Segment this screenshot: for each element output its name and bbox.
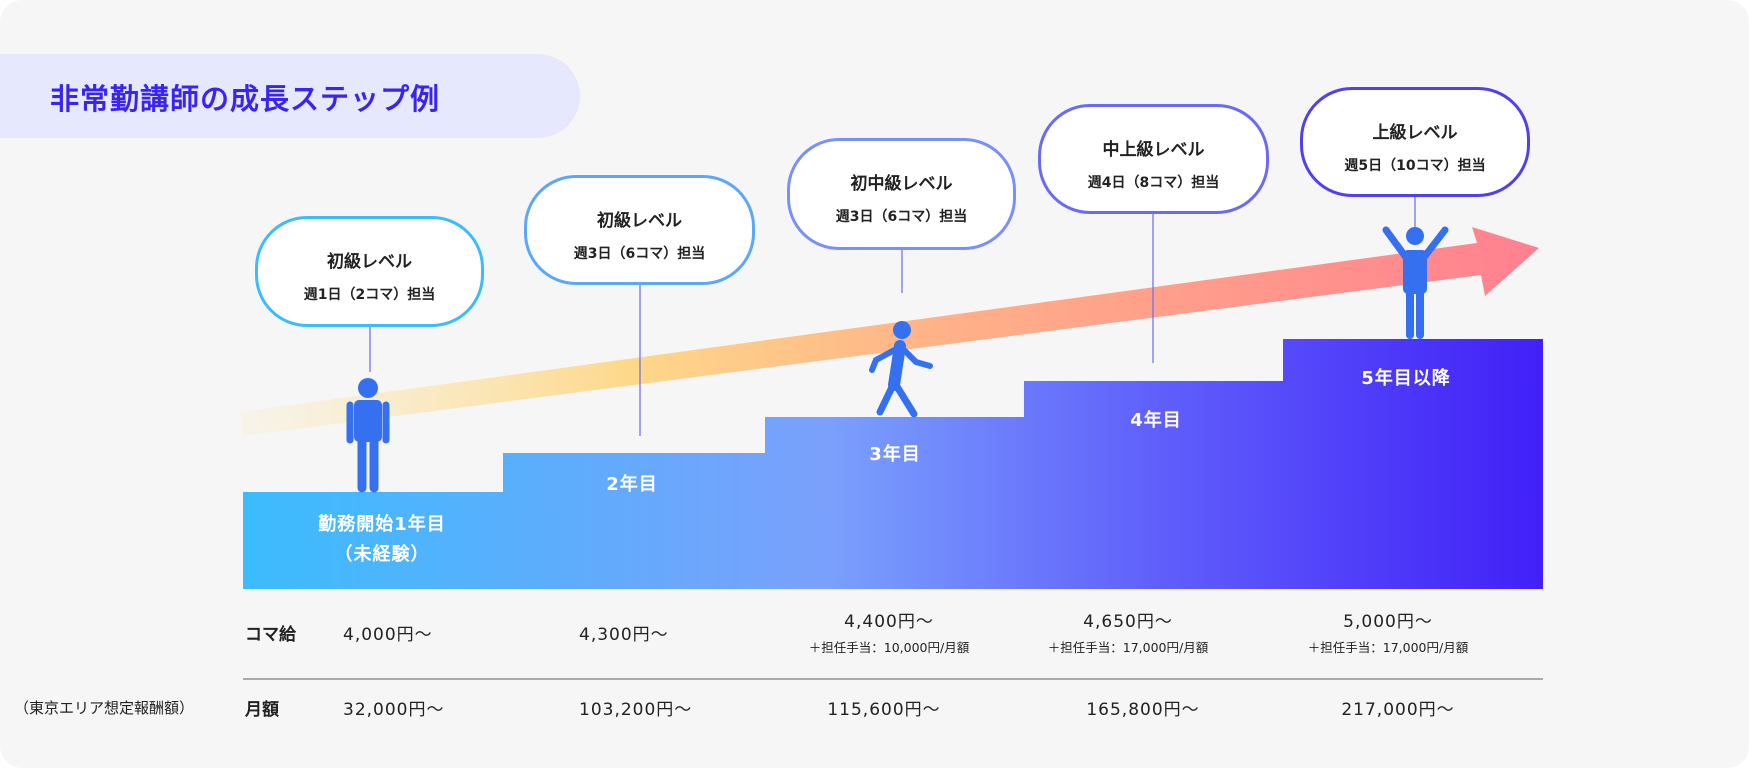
level-name: 上級レベル [1372, 123, 1458, 143]
level-bubble-1: 初級レベル 週1日（2コマ）担当 [255, 216, 484, 327]
step-year: 勤務開始1年目 [318, 514, 446, 535]
page-title: 非常勤講師の成長ステップ例 [50, 82, 441, 116]
level-days: 週3日（6コマ）担当 [573, 246, 706, 262]
monthly-2: 103,200円〜 [579, 700, 693, 720]
step-label-5: 5年目以降 [1361, 368, 1451, 389]
level-bubble-5: 上級レベル 週5日（10コマ）担当 [1300, 87, 1530, 197]
level-name: 初級レベル [597, 211, 682, 231]
step-label-1: 勤務開始1年目 （未経験） [318, 510, 446, 570]
level-days: 週4日（8コマ）担当 [1087, 175, 1220, 191]
monthly-1: 32,000円〜 [343, 700, 445, 720]
monthly-3: 115,600円〜 [827, 700, 941, 720]
walking-person-icon [869, 321, 933, 418]
monthly-5: 217,000円〜 [1341, 700, 1455, 720]
growth-arrow-icon [240, 227, 1539, 436]
level-bubble-4: 中上級レベル 週4日（8コマ）担当 [1038, 104, 1269, 214]
allowance-3: ＋担任手当：10,000円/月額 [808, 640, 970, 655]
monthly-label: 月額 [245, 700, 279, 720]
title-banner: 非常勤講師の成長ステップ例 [0, 54, 580, 138]
koma-pay-2: 4,300円〜 [579, 625, 669, 645]
step-label-2: 2年目 [606, 474, 658, 495]
level-name: 初級レベル [327, 252, 412, 272]
allowance-5: ＋担任手当：17,000円/月額 [1307, 640, 1469, 655]
koma-pay-5: 5,000円〜 [1343, 612, 1433, 632]
level-days: 週5日（10コマ）担当 [1344, 158, 1486, 174]
step-label-3: 3年目 [869, 444, 921, 465]
allowance-4: ＋担任手当：17,000円/月額 [1047, 640, 1209, 655]
level-bubble-2: 初級レベル 週3日（6コマ）担当 [524, 175, 755, 285]
koma-pay-3: 4,400円〜 [844, 612, 934, 632]
level-days: 週3日（6コマ）担当 [835, 209, 968, 225]
step-note: （未経験） [334, 544, 430, 565]
level-bubble-3: 初中級レベル 週3日（6コマ）担当 [787, 138, 1016, 250]
step-label-4: 4年目 [1130, 410, 1182, 431]
standing-person-icon [346, 378, 390, 493]
career-steps [243, 339, 1543, 589]
table-divider [243, 678, 1543, 680]
koma-pay-1: 4,000円〜 [343, 625, 433, 645]
cheering-person-icon [1382, 226, 1449, 339]
koma-pay-label: コマ給 [245, 625, 296, 645]
level-days: 週1日（2コマ）担当 [303, 287, 436, 303]
region-note: （東京エリア想定報酬額） [14, 699, 195, 717]
koma-pay-4: 4,650円〜 [1083, 612, 1173, 632]
level-name: 中上級レベル [1102, 140, 1205, 160]
monthly-4: 165,800円〜 [1086, 700, 1200, 720]
level-name: 初中級レベル [850, 174, 953, 194]
